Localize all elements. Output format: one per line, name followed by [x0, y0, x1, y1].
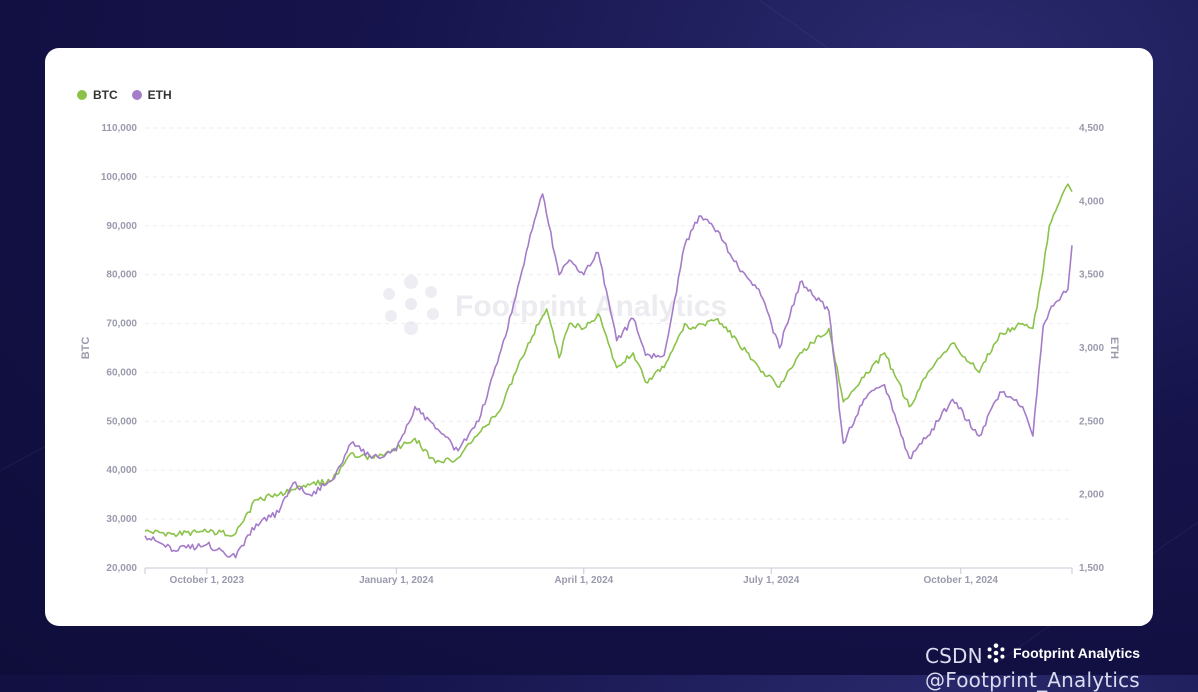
legend-item-eth[interactable]: ETH	[131, 88, 172, 102]
y-right-tick-label: 2,500	[1079, 416, 1104, 427]
y-right-tick-label: 3,000	[1079, 343, 1104, 354]
y-left-tick-label: 30,000	[106, 514, 137, 525]
watermark-logo	[383, 275, 439, 335]
footer-brand: Footprint Analytics	[985, 642, 1140, 664]
x-tick-label: April 1, 2024	[554, 575, 613, 586]
series-lines	[144, 183, 1073, 559]
x-axis: October 1, 2023 January 1, 2024 April 1, 2…	[144, 567, 1073, 586]
y-right-tick-label: 3,500	[1079, 270, 1104, 281]
chart-legend: BTC ETH	[77, 88, 172, 102]
line-chart: Footprint Analytics 20,000 30,000 40,000 50…	[80, 123, 1120, 586]
legend-item-btc[interactable]: BTC	[77, 88, 118, 102]
legend-dot-eth	[131, 90, 142, 100]
x-tick-label: October 1, 2024	[924, 575, 999, 586]
x-tick-label: July 1, 2024	[743, 575, 800, 586]
y-left-tick-label: 40,000	[106, 465, 137, 476]
y-axis-title-left: BTC	[80, 337, 92, 360]
y-left-tick-label: 110,000	[101, 123, 137, 134]
x-tick-label: October 1, 2023	[170, 575, 245, 586]
grid-lines	[145, 127, 1072, 569]
y-left-tick-label: 50,000	[106, 416, 137, 427]
y-left-tick-label: 60,000	[106, 367, 137, 378]
y-right-tick-label: 2,000	[1079, 490, 1104, 501]
footer-logo-icon	[987, 643, 1005, 663]
y-axis-right: 1,500 2,000 2,500 3,000 3,500 4,000 4,500	[1079, 123, 1104, 574]
legend-label-eth: ETH	[147, 88, 172, 102]
x-tick-label: January 1, 2024	[359, 575, 434, 586]
series-line-btc	[144, 183, 1073, 538]
legend-dot-btc	[77, 90, 87, 100]
y-right-tick-label: 1,500	[1079, 563, 1104, 574]
watermark-text: Footprint Analytics	[455, 290, 727, 323]
chart-card: BTC ETH Footprint Analytics 20,000 30,000…	[45, 48, 1153, 626]
footer-brand-label: Footprint Analytics	[1013, 645, 1141, 661]
y-left-tick-label: 70,000	[106, 319, 137, 330]
y-left-tick-label: 20,000	[106, 563, 137, 574]
y-right-tick-label: 4,500	[1079, 123, 1104, 134]
legend-label-btc: BTC	[93, 88, 118, 102]
y-axis-title-right: ETH	[1108, 337, 1120, 359]
y-left-tick-label: 80,000	[106, 270, 137, 281]
y-axis-left: 20,000 30,000 40,000 50,000 60,000 70,000 80,0…	[101, 123, 138, 574]
y-left-tick-label: 100,000	[101, 172, 138, 183]
watermark-group: Footprint Analytics	[383, 275, 727, 335]
series-line-eth	[144, 193, 1073, 559]
y-left-tick-label: 90,000	[106, 221, 137, 232]
y-right-tick-label: 4,000	[1079, 196, 1104, 207]
